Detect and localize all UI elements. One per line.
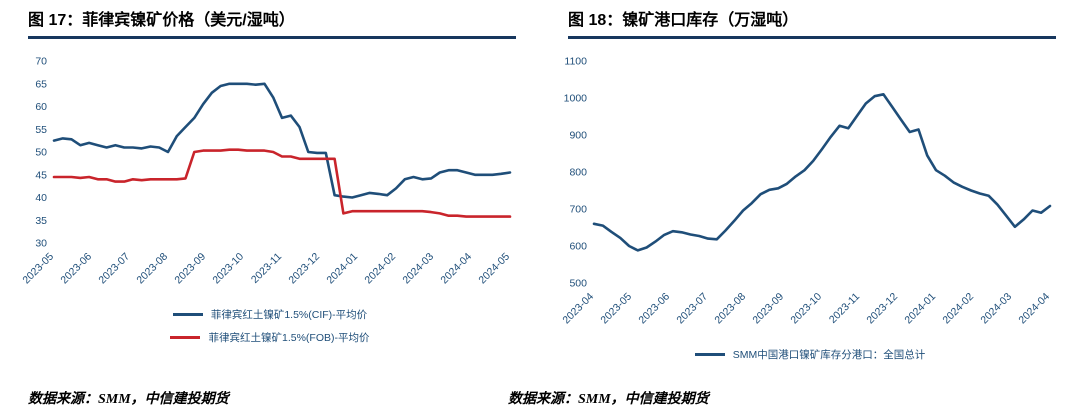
svg-text:2023-09: 2023-09 <box>750 291 786 327</box>
figure-panel-left: 图 17：菲律宾镍矿价格（美元/湿吨） 70 65 60 55 50 45 40 35 30 20… <box>0 12 540 345</box>
svg-text:2023-12: 2023-12 <box>864 291 900 327</box>
legend-item: SMM中国港口镍矿库存分港口：全国总计 <box>694 347 926 362</box>
svg-text:55: 55 <box>35 124 47 136</box>
svg-text:2023-10: 2023-10 <box>788 291 824 327</box>
legend-line-marker <box>170 336 201 339</box>
figure-title-left: 图 17：菲律宾镍矿价格（美元/湿吨） <box>28 12 295 29</box>
svg-text:1100: 1100 <box>564 56 587 68</box>
title-rule-right <box>568 36 1056 39</box>
svg-text:70: 70 <box>35 56 47 68</box>
svg-text:2023-11: 2023-11 <box>249 251 284 286</box>
data-source-note-left: 数据来源：SMM，中信建投期货 <box>28 392 229 407</box>
svg-text:2024-04: 2024-04 <box>438 251 474 287</box>
figure-title-right: 图 18：镍矿港口库存（万湿吨） <box>568 12 799 29</box>
svg-text:2023-05: 2023-05 <box>20 251 56 287</box>
svg-text:2023-08: 2023-08 <box>712 291 748 327</box>
legend-item: 菲律宾红土镍矿1.5%(FOB)-平均价 <box>170 330 370 345</box>
legend-label: 菲律宾红土镍矿1.5%(CIF)-平均价 <box>210 309 368 321</box>
svg-text:2024-01: 2024-01 <box>902 291 938 327</box>
svg-text:2023-08: 2023-08 <box>134 251 170 287</box>
svg-text:2024-01: 2024-01 <box>324 251 360 287</box>
figure-panel-right: 图 18：镍矿港口库存（万湿吨） 1100 1000 900 800 700 600 500… <box>540 0 1080 417</box>
svg-text:2023-10: 2023-10 <box>210 251 246 287</box>
svg-text:500: 500 <box>569 278 587 290</box>
svg-text:2024-02: 2024-02 <box>940 291 976 327</box>
svg-text:2023-09: 2023-09 <box>172 251 208 287</box>
svg-text:1000: 1000 <box>564 93 588 105</box>
svg-text:50: 50 <box>35 147 47 159</box>
svg-text:2023-07: 2023-07 <box>96 251 132 287</box>
inventory-chart-legend: SMM中国港口镍矿库存分港口：全国总计 <box>540 347 1080 362</box>
svg-text:40: 40 <box>35 192 47 204</box>
title-rule-left <box>28 36 516 39</box>
svg-text:2024-05: 2024-05 <box>476 251 512 287</box>
legend-label: 菲律宾红土镍矿1.5%(FOB)-平均价 <box>208 332 370 344</box>
svg-text:45: 45 <box>35 169 47 181</box>
svg-text:65: 65 <box>35 78 47 90</box>
svg-text:2023-11: 2023-11 <box>827 291 862 326</box>
svg-text:2024-03: 2024-03 <box>978 291 1014 327</box>
svg-text:2024-02: 2024-02 <box>362 251 398 287</box>
svg-text:2023-04: 2023-04 <box>560 291 596 327</box>
svg-text:700: 700 <box>569 204 587 216</box>
svg-text:900: 900 <box>569 130 587 142</box>
svg-text:800: 800 <box>569 167 587 179</box>
legend-item: 菲律宾红土镍矿1.5%(CIF)-平均价 <box>172 307 368 322</box>
svg-text:2024-04: 2024-04 <box>1016 291 1052 327</box>
legend-line-marker <box>694 353 725 356</box>
svg-text:2023-06: 2023-06 <box>636 291 672 327</box>
svg-text:60: 60 <box>35 101 47 113</box>
svg-text:600: 600 <box>569 241 587 253</box>
svg-text:2023-05: 2023-05 <box>598 291 634 327</box>
svg-text:35: 35 <box>35 215 47 227</box>
legend-label: SMM中国港口镍矿库存分港口：全国总计 <box>732 349 926 361</box>
legend-line-marker <box>172 313 203 316</box>
svg-text:2024-03: 2024-03 <box>400 251 436 287</box>
svg-text:2023-07: 2023-07 <box>674 291 710 327</box>
svg-text:2023-12: 2023-12 <box>286 251 322 287</box>
svg-text:30: 30 <box>35 238 47 250</box>
data-source-note-right: 数据来源：SMM，中信建投期货 <box>508 392 709 407</box>
price-chart-legend: 菲律宾红土镍矿1.5%(CIF)-平均价 菲律宾红土镍矿1.5%(FOB)-平均… <box>0 307 540 345</box>
svg-text:2023-06: 2023-06 <box>58 251 94 287</box>
